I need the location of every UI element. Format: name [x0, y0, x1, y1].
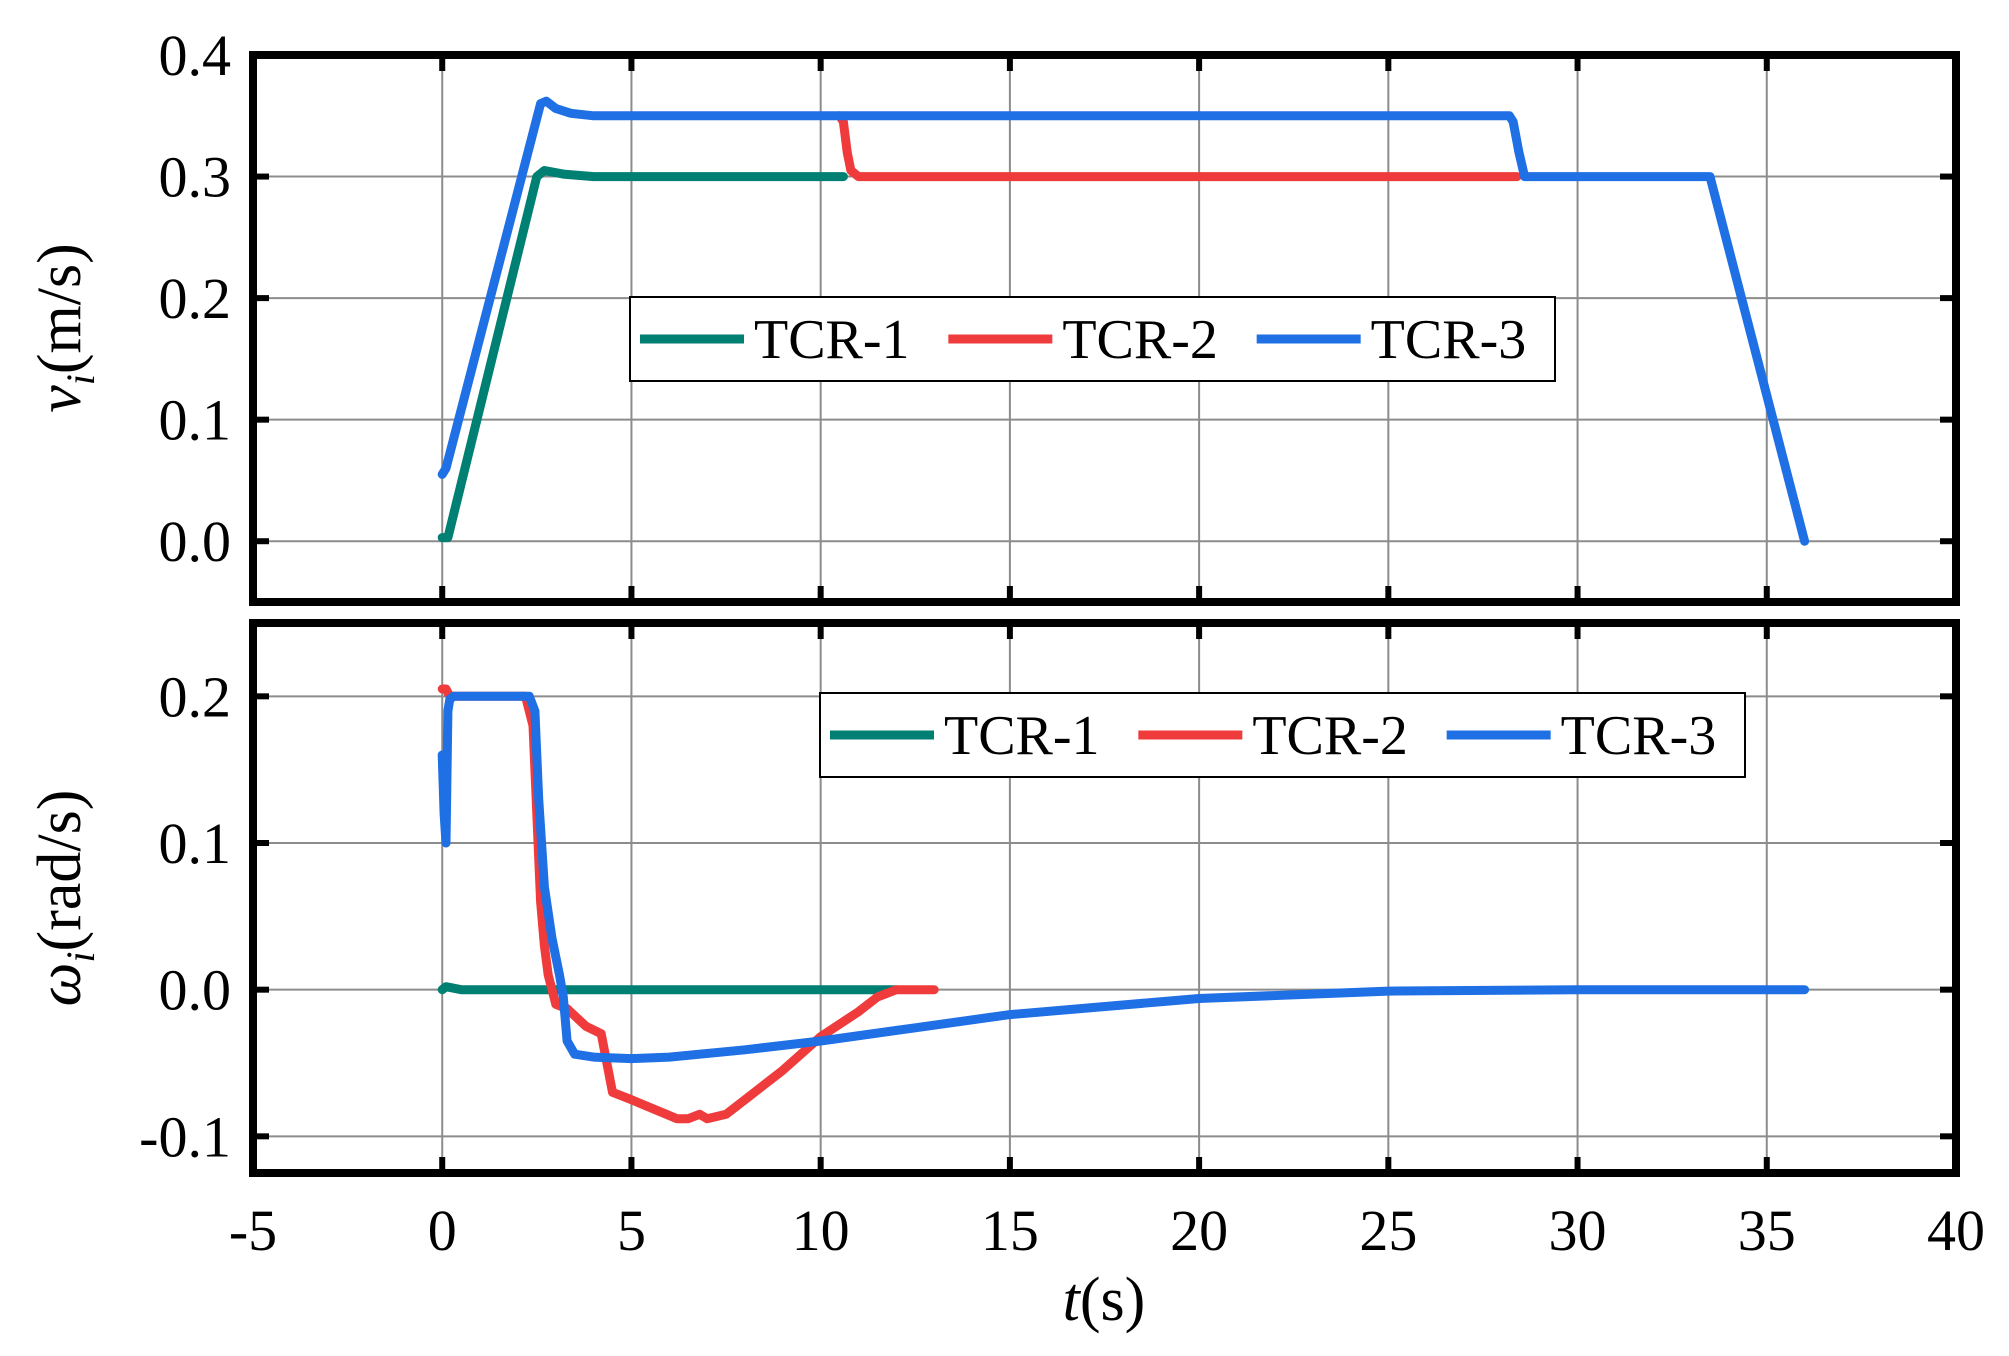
x-tick-label: 40	[1927, 1198, 1985, 1263]
velocity-y-axis-label: vi(m/s)	[26, 243, 103, 413]
legend-label-tcr-1: TCR-1	[754, 309, 910, 371]
legend-label-tcr-2: TCR-2	[1062, 309, 1218, 371]
angular-velocity-series	[437, 684, 1810, 1124]
time-x-axis-label: t(s)	[1063, 1266, 1146, 1334]
y-tick-label: 0.4	[159, 23, 232, 88]
angular-velocity-y-axis-label: ωi(rad/s)	[26, 790, 103, 1007]
x-tick-label: 35	[1738, 1198, 1796, 1263]
legend-box	[819, 692, 1746, 778]
angular-velocity-y-ticks: -0.1 0.0 0.1 0.2	[139, 623, 1956, 1173]
x-tick-label: 5	[617, 1198, 646, 1263]
legend-label-tcr-3: TCR-3	[1371, 309, 1527, 371]
time-x-ticks: -5 0 5 10 15 20 25 30 35 40	[229, 1198, 1985, 1263]
series-line-tcr-2	[835, 111, 1522, 182]
angular-velocity-panel: -0.1 0.0 0.1 0.2 -5 0 5 10 15 20 25 30 35 40 ωi(rad/…	[26, 619, 1985, 1334]
velocity-y-ticks: 0.0 0.1 0.2 0.3 0.4	[159, 23, 1956, 602]
x-tick-label: 15	[981, 1198, 1039, 1263]
y-tick-label: 0.3	[159, 145, 232, 210]
y-tick-label: 0.1	[159, 388, 232, 453]
x-tick-label: 30	[1549, 1198, 1607, 1263]
series-line-tcr-1	[437, 982, 901, 995]
velocity-legend: TCR-1 TCR-2 TCR-3	[629, 296, 1556, 382]
y-tick-label: 0.1	[159, 811, 232, 876]
x-tick-label: 20	[1170, 1198, 1228, 1263]
legend-box	[629, 296, 1556, 382]
y-tick-label: 0.2	[159, 266, 232, 331]
series-line-tcr-3	[437, 96, 1810, 546]
angular-velocity-legend: TCR-1 TCR-2 TCR-3	[819, 692, 1746, 778]
y-tick-label: 0.0	[159, 958, 232, 1023]
x-tick-label: 25	[1359, 1198, 1417, 1263]
series-line-tcr-3	[437, 691, 1810, 1064]
y-tick-label: 0.0	[159, 509, 232, 574]
y-tick-label: 0.2	[159, 664, 232, 729]
x-tick-label: -5	[229, 1198, 277, 1263]
legend-label-tcr-3: TCR-3	[1561, 705, 1717, 767]
legend-label-tcr-1: TCR-1	[944, 705, 1100, 767]
series-line-tcr-1	[437, 166, 848, 543]
x-tick-label: 0	[428, 1198, 457, 1263]
velocity-series	[437, 96, 1810, 546]
y-tick-label: -0.1	[139, 1104, 231, 1169]
legend-label-tcr-2: TCR-2	[1252, 705, 1408, 767]
velocity-plot-frame	[249, 51, 1960, 606]
x-tick-label: 10	[792, 1198, 850, 1263]
angular-velocity-plot-frame	[249, 619, 1960, 1177]
velocity-panel: 0.0 0.1 0.2 0.3 0.4 vi(m/s) TCR-1 TCR-2 TCR-3	[26, 23, 1960, 606]
